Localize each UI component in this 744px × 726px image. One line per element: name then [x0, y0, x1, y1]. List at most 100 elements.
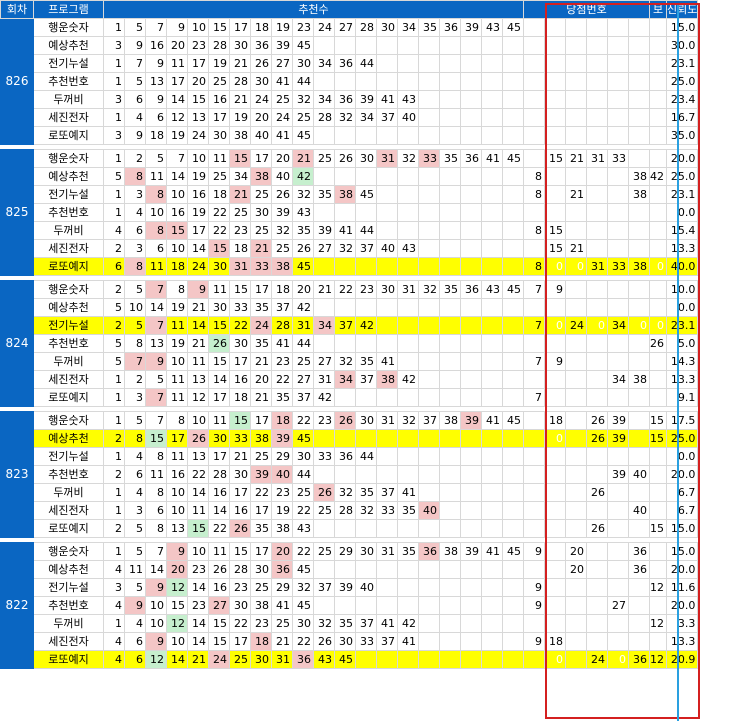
reliability-cell: 23.4	[665, 90, 699, 109]
recommend-cell: 43	[292, 519, 314, 538]
winning-cell	[544, 18, 566, 37]
winning-cell	[544, 334, 566, 353]
table-row: 두꺼비 5 7 9 10 11 15 17 21 23 25 27 32 35 41 7 9 14.3	[1, 352, 699, 371]
recommend-cell	[460, 447, 482, 466]
recommend-cell	[481, 203, 503, 222]
recommend-cell	[334, 36, 356, 55]
recommend-cell	[355, 298, 377, 317]
winning-cell	[586, 126, 608, 145]
recommend-cell: 26	[250, 54, 272, 73]
winning-cell: 26	[586, 519, 608, 538]
table-row: 두꺼비 1 4 8 10 14 16 17 22 23 25 26 32 35 37 41 26 6.7	[1, 483, 699, 502]
recommend-cell: 33	[229, 298, 251, 317]
recommend-cell: 7	[145, 542, 167, 561]
winning-cell	[586, 560, 608, 579]
winning-cell: 39	[607, 465, 629, 484]
recommend-cell: 21	[187, 334, 209, 353]
recommend-cell: 10	[124, 298, 146, 317]
recommend-cell: 32	[334, 483, 356, 502]
recommend-cell	[460, 257, 482, 276]
recommend-cell: 43	[397, 239, 419, 258]
recommend-cell: 12	[187, 388, 209, 407]
recommend-cell: 12	[166, 614, 188, 633]
winning-cell	[628, 90, 650, 109]
winning-cell: 33	[607, 257, 629, 276]
winning-cell: 36	[628, 560, 650, 579]
winning-cell	[544, 167, 566, 186]
winning-cell	[565, 501, 587, 520]
recommend-cell	[418, 167, 440, 186]
winning-cell: 8	[523, 221, 545, 240]
recommend-cell	[460, 126, 482, 145]
recommend-cell: 13	[187, 447, 209, 466]
winning-cell: 24	[565, 316, 587, 335]
recommend-cell	[481, 167, 503, 186]
bonus-cell	[649, 388, 667, 407]
program-name: 세진전자	[33, 370, 104, 389]
recommend-cell: 22	[334, 280, 356, 299]
recommend-cell: 21	[271, 632, 293, 651]
recommend-cell: 37	[292, 388, 314, 407]
recommend-cell	[418, 72, 440, 91]
recommend-cell: 7	[145, 411, 167, 430]
recommend-cell: 36	[334, 54, 356, 73]
recommend-cell: 2	[103, 429, 125, 448]
recommend-cell	[481, 596, 503, 615]
recommend-cell: 34	[313, 54, 335, 73]
recommend-cell	[313, 72, 335, 91]
recommend-cell: 34	[229, 167, 251, 186]
recommend-cell: 8	[145, 483, 167, 502]
recommend-cell: 36	[334, 90, 356, 109]
reliability-cell: 25.0	[665, 167, 699, 186]
recommend-cell: 16	[208, 578, 230, 597]
recommend-cell: 16	[229, 370, 251, 389]
recommend-cell	[502, 632, 524, 651]
recommend-cell: 41	[481, 542, 503, 561]
winning-cell	[544, 447, 566, 466]
recommend-cell	[481, 388, 503, 407]
round-number: 824	[0, 280, 34, 407]
recommend-cell: 13	[187, 108, 209, 127]
recommend-cell: 38	[439, 542, 461, 561]
bonus-cell	[649, 501, 667, 520]
recommend-cell: 10	[187, 18, 209, 37]
recommend-cell	[439, 352, 461, 371]
recommend-cell	[502, 72, 524, 91]
winning-cell	[607, 18, 629, 37]
winning-cell	[628, 280, 650, 299]
recommend-cell	[502, 108, 524, 127]
recommend-cell: 2	[124, 149, 146, 168]
recommend-cell	[355, 388, 377, 407]
recommend-cell: 21	[250, 352, 272, 371]
winning-cell: 36	[628, 650, 650, 669]
recommend-cell: 24	[208, 650, 230, 669]
recommend-cell: 4	[103, 560, 125, 579]
recommend-cell: 10	[187, 411, 209, 430]
winning-cell	[544, 185, 566, 204]
reliability-cell: 15.0	[665, 542, 699, 561]
recommend-cell	[460, 108, 482, 127]
recommend-cell	[397, 221, 419, 240]
reliability-cell: 20.0	[665, 560, 699, 579]
recommend-cell: 45	[502, 542, 524, 561]
winning-cell	[523, 298, 545, 317]
recommend-cell: 7	[145, 18, 167, 37]
recommend-cell	[481, 560, 503, 579]
recommend-cell	[418, 519, 440, 538]
recommend-cell: 6	[124, 221, 146, 240]
recommend-cell: 23	[229, 221, 251, 240]
recommend-cell	[376, 578, 398, 597]
winning-cell	[586, 36, 608, 55]
recommend-cell	[355, 650, 377, 669]
recommend-cell	[439, 108, 461, 127]
recommend-cell: 19	[208, 54, 230, 73]
bonus-cell: 15	[649, 519, 667, 538]
program-name: 예상추천	[33, 560, 104, 579]
winning-cell	[628, 352, 650, 371]
bonus-cell: 12	[649, 650, 667, 669]
recommend-cell: 3	[124, 388, 146, 407]
recommend-cell	[439, 185, 461, 204]
winning-cell	[628, 388, 650, 407]
winning-cell	[565, 370, 587, 389]
recommend-cell: 17	[229, 18, 251, 37]
